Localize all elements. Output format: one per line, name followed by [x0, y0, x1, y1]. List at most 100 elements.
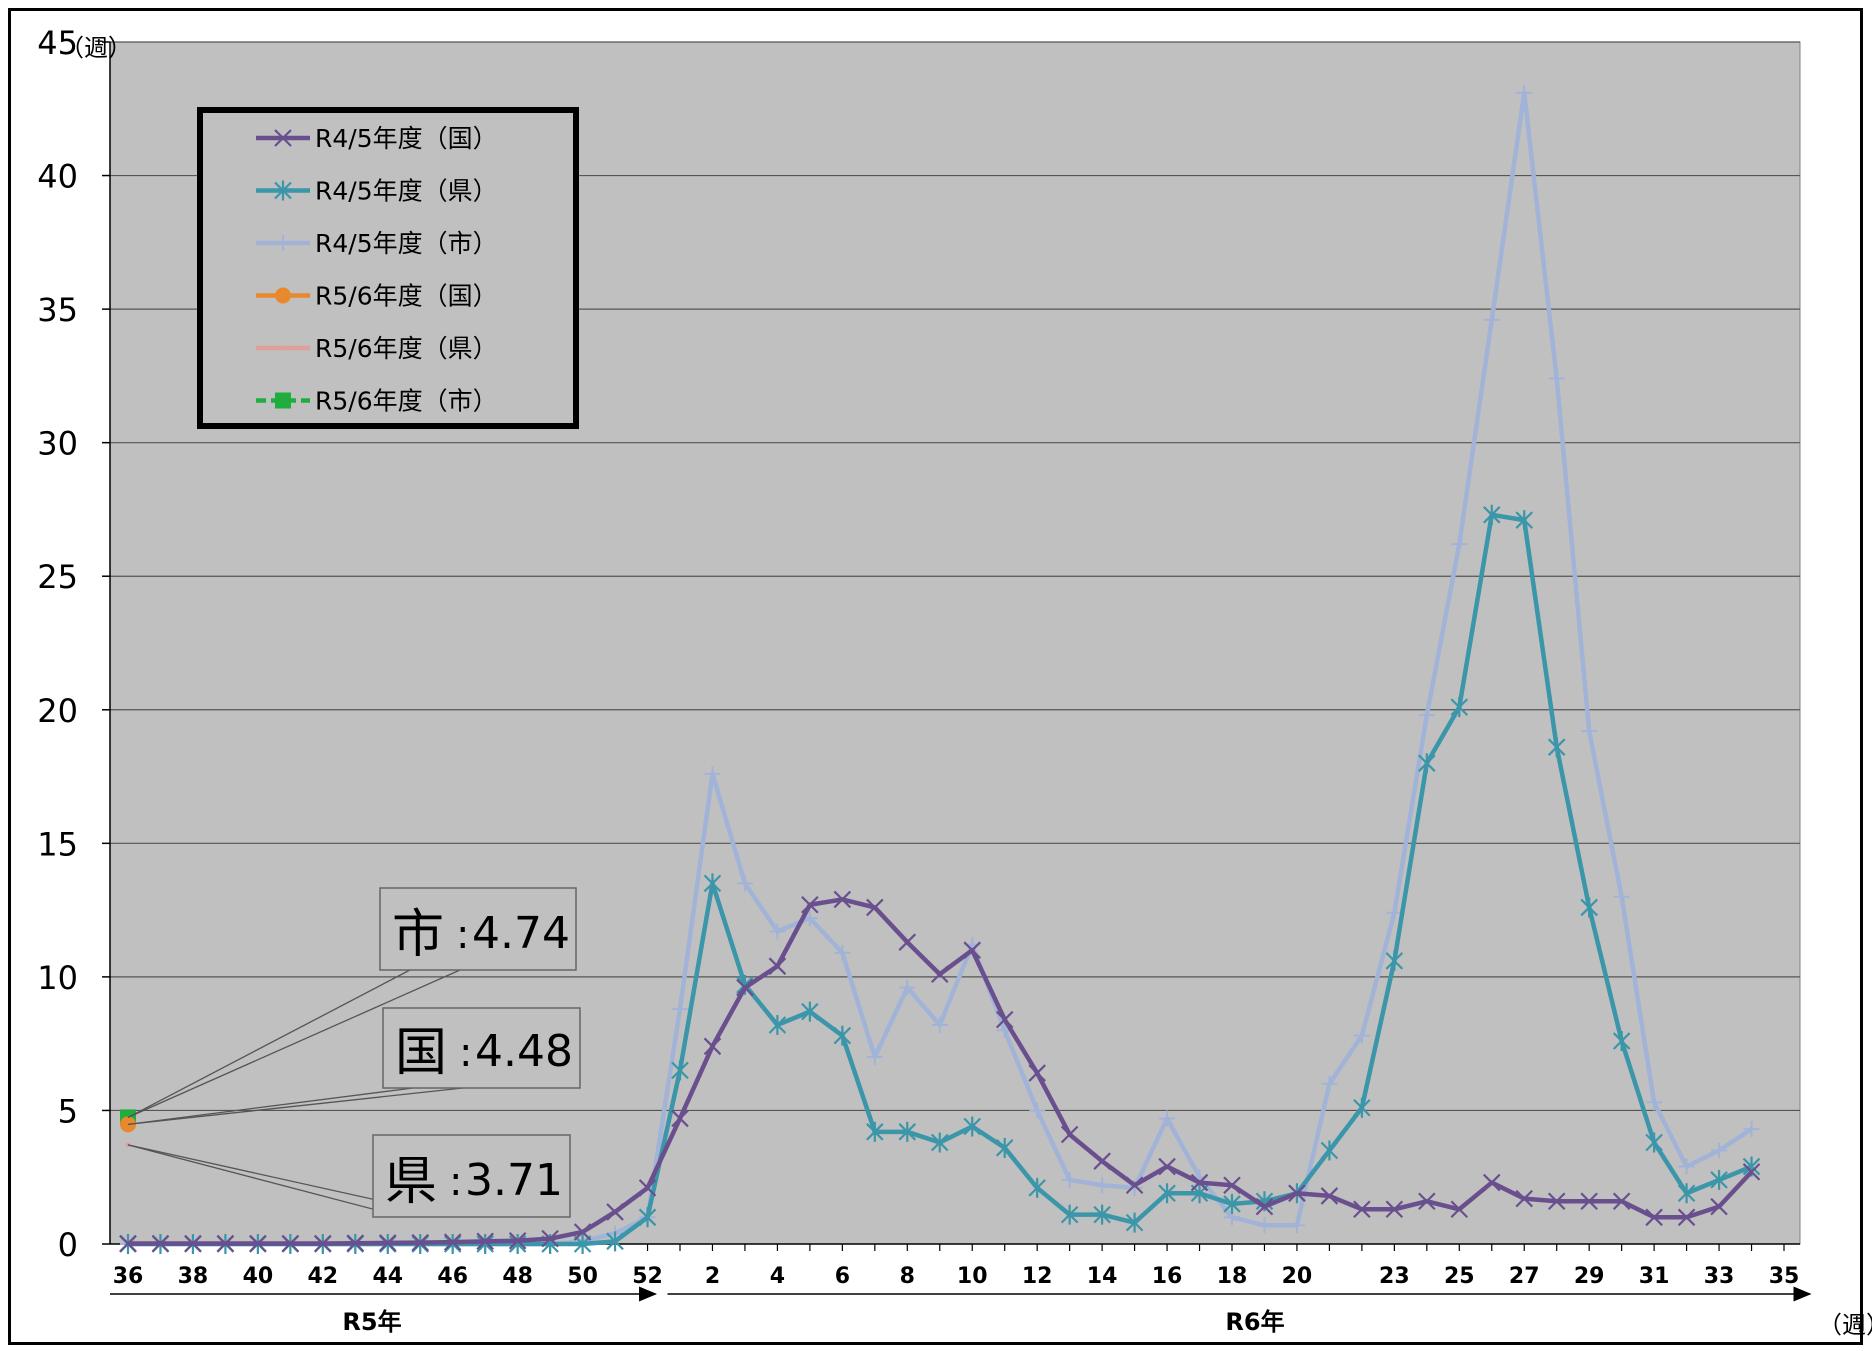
legend-label: R4/5年度（県）: [315, 177, 498, 206]
data-point: [1159, 1110, 1176, 1127]
leader-line: [127, 969, 411, 1118]
data-point: [768, 1014, 787, 1035]
annotation-separator: :: [456, 912, 469, 958]
legend: R4/5年度（国） R4/5年度（県） R4/5年度（市） R5/6年度（国） R5/6…: [197, 107, 579, 429]
annotation-1: 市:4.74: [127, 887, 577, 1118]
data-point: [1223, 1193, 1241, 1214]
data-point: [1158, 1157, 1176, 1176]
data-point: [930, 1132, 949, 1153]
year-label-r5: R5年: [342, 1308, 401, 1336]
x-tick-label: 14: [1087, 1264, 1118, 1289]
data-point: [736, 875, 753, 892]
data-point: [1094, 1177, 1111, 1194]
x-tick-label: 31: [1639, 1264, 1670, 1289]
data-point: [1060, 1204, 1079, 1225]
data-point: [1061, 1171, 1078, 1188]
data-point: [638, 1179, 657, 1197]
data-point: [1547, 737, 1566, 758]
x-tick-label: 40: [243, 1264, 274, 1289]
data-point: [216, 1234, 235, 1253]
legend-item: R4/5年度（県）: [256, 177, 498, 206]
data-point: [1547, 1192, 1566, 1211]
data-point: [1516, 84, 1533, 101]
data-point: [769, 923, 786, 940]
data-point: [606, 1231, 624, 1252]
data-point: [1223, 1176, 1241, 1195]
legend-label: R5/6年度（国）: [315, 282, 498, 311]
data-point: [1482, 504, 1501, 525]
x-tick-label: 46: [437, 1264, 468, 1289]
data-point: [1451, 536, 1468, 553]
annotation-box: [379, 887, 577, 971]
x-axis: 36 38 40 42 44 46 48 50 52 2 4 6 8 10 12 14 16 18 20 23 25 27…: [110, 1243, 1812, 1336]
data-point: [274, 129, 292, 147]
data-point: [1060, 1125, 1079, 1144]
x-tick-label: 44: [372, 1264, 403, 1289]
x-tick-label: 8: [900, 1264, 915, 1289]
x-tick-label: 27: [1509, 1264, 1540, 1289]
data-point: [931, 1016, 948, 1033]
data-point: [1028, 1177, 1046, 1198]
data-point: [995, 1137, 1014, 1158]
y-tick-label: 40: [37, 158, 78, 196]
x-tick-label: 36: [113, 1264, 144, 1289]
data-point: [1353, 1027, 1370, 1044]
data-point: [1256, 1217, 1273, 1234]
data-point: [281, 1234, 300, 1253]
data-point: [1158, 1183, 1176, 1204]
data-point: [1742, 1163, 1761, 1181]
data-point: [833, 1025, 852, 1046]
annotation-box: [382, 1007, 581, 1089]
y-axis: 0 5 10 15 20 25 30 35 40 45: [37, 24, 111, 1264]
data-point: [443, 1233, 462, 1251]
x-tick-label: 4: [770, 1264, 785, 1289]
x-tick-label: 42: [308, 1264, 339, 1289]
x-tick-label: 2: [705, 1264, 720, 1289]
data-point: [736, 978, 754, 997]
leader-line: [127, 969, 461, 1118]
y-tick-label: 20: [37, 692, 78, 730]
data-point: [833, 890, 852, 909]
data-point: [1612, 1192, 1631, 1211]
annotation-value: 4.48: [475, 1026, 573, 1077]
legend-label: R5/6年度（県）: [315, 334, 498, 363]
annotation-separator: :: [459, 1030, 472, 1076]
data-point: [898, 933, 917, 951]
legend-item: R4/5年度（国）: [256, 124, 498, 153]
data-point: [573, 1223, 592, 1241]
data-point: [1613, 888, 1630, 905]
data-point: [1288, 1217, 1305, 1234]
data-point: [703, 1037, 722, 1056]
data-point: [1711, 1142, 1728, 1159]
y-axis-unit: （週）: [60, 34, 132, 62]
data-point: [119, 1234, 137, 1253]
y-tick-label: 45: [37, 24, 78, 62]
leader-line: [127, 1144, 404, 1218]
data-point: [1580, 1192, 1598, 1211]
data-point: [280, 345, 286, 351]
y-tick-label: 0: [58, 1226, 78, 1264]
data-point: [1385, 1200, 1404, 1219]
data-point: [834, 944, 851, 961]
data-point: [275, 287, 291, 304]
x-axis-unit: （週）: [1818, 1311, 1872, 1339]
data-point: [1548, 370, 1565, 387]
data-point: [1125, 1176, 1144, 1195]
annotation-box: [372, 1134, 571, 1218]
data-point: [476, 1234, 494, 1254]
data-point: [1353, 1097, 1371, 1118]
data-point: [930, 965, 949, 983]
data-point: [275, 392, 291, 409]
annotation-value: 3.71: [465, 1155, 563, 1206]
data-point: [703, 873, 722, 894]
data-point: [1483, 311, 1500, 328]
data-point: [1450, 1200, 1469, 1219]
x-tick-label: 29: [1574, 1264, 1605, 1289]
data-point: [671, 1060, 689, 1081]
x-tick-label: 6: [835, 1264, 850, 1289]
data-point: [866, 1049, 883, 1066]
x-tick-label: 38: [178, 1264, 209, 1289]
data-point: [898, 1121, 917, 1142]
data-point: [1612, 1031, 1631, 1051]
legend-item: R4/5年度（市）: [256, 229, 498, 258]
